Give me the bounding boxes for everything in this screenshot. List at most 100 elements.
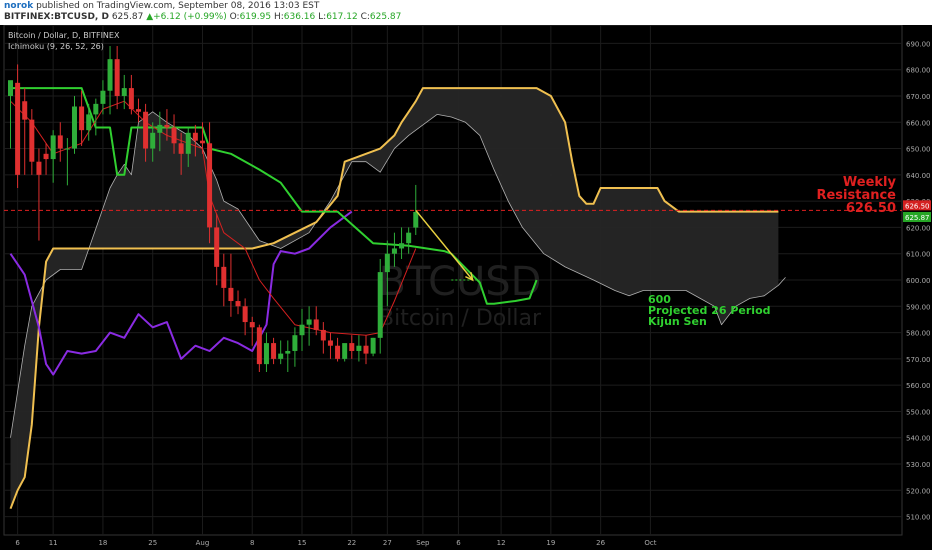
candle[interactable]: [135, 98, 141, 123]
candle[interactable]: [185, 127, 191, 167]
candle[interactable]: [271, 337, 277, 365]
chart-panel[interactable]: BTCUSD Bitcoin / Dollar 510.00 520.00 530.…: [0, 24, 932, 550]
candle[interactable]: [50, 130, 56, 183]
candle[interactable]: [199, 122, 205, 154]
ohlc-low-value: 617.12: [326, 12, 358, 22]
x-tick-label: Oct: [644, 539, 656, 547]
candle-body: [135, 109, 141, 112]
candle[interactable]: [221, 253, 227, 307]
y-tick-label: 570.00: [906, 356, 931, 364]
candle[interactable]: [157, 111, 163, 152]
candle[interactable]: [228, 253, 234, 317]
projection-arrow-line: [415, 209, 474, 281]
candle[interactable]: [214, 214, 220, 286]
candle-body: [242, 306, 248, 323]
candle[interactable]: [406, 227, 412, 254]
candle[interactable]: [15, 64, 21, 188]
candle[interactable]: [278, 340, 284, 365]
candle[interactable]: [384, 240, 390, 307]
candle[interactable]: [164, 109, 170, 141]
x-tick-label: 18: [98, 539, 107, 547]
candle[interactable]: [114, 46, 120, 110]
x-tick-label: 6: [456, 539, 461, 547]
candle[interactable]: [299, 308, 305, 351]
publish-line: norok published on TradingView.com, Sept…: [4, 1, 319, 12]
legend-indicator[interactable]: Ichimoku (9, 26, 52, 26): [8, 42, 104, 51]
publish-info: published on TradingView.com, September …: [36, 1, 320, 11]
candle[interactable]: [150, 122, 156, 162]
candle[interactable]: [285, 340, 291, 373]
candle[interactable]: [349, 335, 355, 359]
candle[interactable]: [377, 258, 383, 354]
candle[interactable]: [121, 74, 127, 110]
candle[interactable]: [363, 335, 369, 365]
y-tick-label: 640.00: [906, 172, 931, 180]
ichimoku-chart[interactable]: BTCUSD Bitcoin / Dollar 510.00 520.00 530.…: [0, 24, 932, 550]
candle-body: [256, 327, 262, 365]
candle-body: [356, 345, 362, 351]
candle[interactable]: [22, 88, 28, 175]
y-tick-label: 600.00: [906, 277, 931, 285]
projection-arrow-head-icon: [465, 272, 474, 282]
candle-body: [278, 353, 284, 359]
candle[interactable]: [36, 148, 42, 241]
candle[interactable]: [93, 98, 99, 136]
candle[interactable]: [391, 232, 397, 267]
candle[interactable]: [320, 322, 326, 354]
candle[interactable]: [178, 132, 184, 175]
candle-body: [164, 124, 170, 128]
candle[interactable]: [413, 184, 419, 235]
symbol-label: BITFINEX:BTCUSD, D: [4, 12, 109, 22]
candle[interactable]: [57, 122, 63, 162]
resistance-label-3: 626.50: [846, 201, 896, 216]
candle[interactable]: [192, 124, 198, 157]
candle[interactable]: [107, 46, 113, 115]
candle[interactable]: [335, 337, 341, 362]
y-tick-label: 660.00: [906, 119, 931, 127]
kijun-label-1: 600: [648, 293, 671, 306]
candle[interactable]: [71, 95, 77, 154]
candle[interactable]: [399, 227, 405, 259]
author-link[interactable]: norok: [4, 1, 34, 11]
candle-body: [391, 248, 397, 254]
candle-body: [22, 101, 28, 120]
candle[interactable]: [313, 306, 319, 336]
candle-body: [143, 111, 149, 149]
candle[interactable]: [79, 90, 85, 146]
x-tick-label: 6: [15, 539, 20, 547]
candle-body: [413, 211, 419, 228]
candle[interactable]: [342, 343, 348, 362]
candle[interactable]: [171, 114, 177, 154]
candle[interactable]: [249, 316, 255, 346]
candle-body: [399, 243, 405, 249]
candle[interactable]: [207, 122, 213, 244]
candle[interactable]: [370, 337, 376, 357]
candle-body: [50, 135, 56, 160]
candle[interactable]: [356, 335, 362, 362]
ohlc-high-value: 636.16: [283, 12, 316, 22]
candle[interactable]: [235, 290, 241, 315]
candle[interactable]: [64, 138, 70, 186]
candle[interactable]: [29, 109, 35, 175]
candle[interactable]: [8, 80, 13, 149]
candle-body: [86, 114, 92, 131]
candle[interactable]: [43, 143, 49, 175]
resistance-label-1: Weekly: [843, 175, 897, 190]
candle[interactable]: [256, 324, 262, 373]
candle[interactable]: [100, 80, 106, 115]
candle[interactable]: [128, 74, 134, 115]
candle[interactable]: [306, 306, 312, 346]
candle-body: [114, 59, 120, 96]
price-tag: [903, 211, 931, 222]
ohlc-high-key: H:: [273, 12, 284, 22]
candle[interactable]: [292, 327, 298, 367]
candle[interactable]: [327, 332, 333, 359]
price-tag-label: 626.50: [905, 202, 930, 210]
x-tick-label: 19: [546, 539, 555, 547]
x-tick-label: 8: [250, 539, 254, 547]
candle[interactable]: [86, 103, 92, 141]
candle[interactable]: [263, 332, 269, 373]
candle[interactable]: [242, 298, 248, 336]
y-tick-label: 610.00: [906, 251, 931, 259]
candle[interactable]: [143, 103, 149, 162]
